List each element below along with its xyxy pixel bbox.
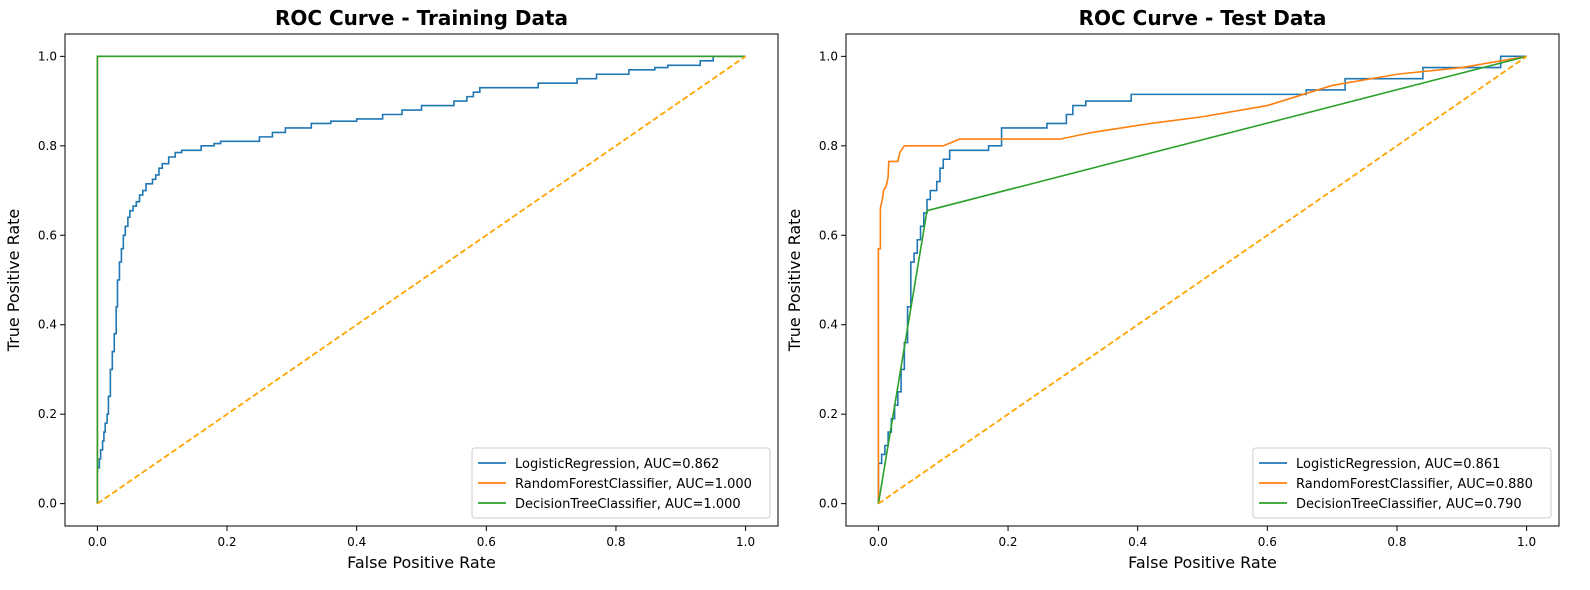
- legend-entry: DecisionTreeClassifier, AUC=0.790: [1296, 497, 1522, 512]
- x-tick-label: 0.6: [1258, 535, 1277, 549]
- x-tick-label: 0.4: [1128, 535, 1147, 549]
- plot-area: [65, 34, 778, 526]
- x-tick-label: 0.6: [477, 535, 496, 549]
- x-axis-label: False Positive Rate: [1128, 553, 1277, 572]
- legend-entry: LogisticRegression, AUC=0.861: [1296, 457, 1500, 472]
- x-tick-label: 1.0: [1517, 535, 1536, 549]
- y-tick-label: 0.6: [38, 228, 57, 242]
- diagonal-reference-line: [96, 55, 747, 505]
- x-tick-label: 0.8: [1387, 535, 1406, 549]
- x-tick-label: 0.2: [998, 535, 1017, 549]
- series-line-3: [877, 55, 1527, 504]
- x-tick-label: 0.0: [869, 535, 888, 549]
- y-axis-label: True Positive Rate: [4, 209, 23, 353]
- x-tick-label: 1.0: [736, 535, 755, 549]
- x-tick-label: 0.8: [606, 535, 625, 549]
- chart-2: ROC Curve - Test Data 0.0 0.2 0.4 0.6 0.8 1.0 0…: [785, 6, 1560, 572]
- x-tick-label: 0.4: [347, 535, 366, 549]
- x-tick-label: 0.0: [88, 535, 107, 549]
- legend-entry: DecisionTreeClassifier, AUC=1.000: [515, 497, 741, 512]
- y-tick-label: 1.0: [819, 49, 838, 63]
- legend: LogisticRegression, AUC=0.861 RandomFores…: [1252, 447, 1552, 519]
- y-tick-label: 0.2: [38, 407, 57, 421]
- y-axis-label: True Positive Rate: [785, 209, 804, 353]
- axes-frame: [64, 33, 779, 527]
- y-tick-label: 0.4: [38, 318, 57, 332]
- y-tick-label: 1.0: [38, 49, 57, 63]
- series-layer: [877, 55, 1528, 505]
- x-tick-label: 0.2: [217, 535, 236, 549]
- y-tick-label: 0.0: [38, 497, 57, 511]
- chart-title: ROC Curve - Test Data: [1079, 6, 1327, 30]
- y-tick-label: 0.8: [819, 139, 838, 153]
- series-line-3: [96, 55, 746, 504]
- y-tick-label: 0.6: [819, 228, 838, 242]
- axes-frame: [845, 33, 1560, 527]
- series-line-1: [96, 55, 746, 473]
- series-layer: [96, 55, 747, 505]
- chart-1: ROC Curve - Training Data 0.0 0.2 0.4 0.6 0.8…: [4, 6, 779, 572]
- chart-title: ROC Curve - Training Data: [275, 6, 568, 30]
- y-tick-label: 0.4: [819, 318, 838, 332]
- legend-entry: LogisticRegression, AUC=0.862: [515, 457, 719, 472]
- y-tick-label: 0.8: [38, 139, 57, 153]
- legend-entry: RandomForestClassifier, AUC=1.000: [515, 477, 752, 492]
- legend-box: [471, 447, 771, 519]
- x-axis-label: False Positive Rate: [347, 553, 496, 572]
- diagonal-reference-line: [877, 55, 1528, 505]
- y-tick-label: 0.2: [819, 407, 838, 421]
- legend-box: [1252, 447, 1552, 519]
- series-line-2: [877, 55, 1527, 504]
- legend: LogisticRegression, AUC=0.862 RandomFores…: [471, 447, 771, 519]
- y-tick-label: 0.0: [819, 497, 838, 511]
- legend-entry: RandomForestClassifier, AUC=0.880: [1296, 477, 1533, 492]
